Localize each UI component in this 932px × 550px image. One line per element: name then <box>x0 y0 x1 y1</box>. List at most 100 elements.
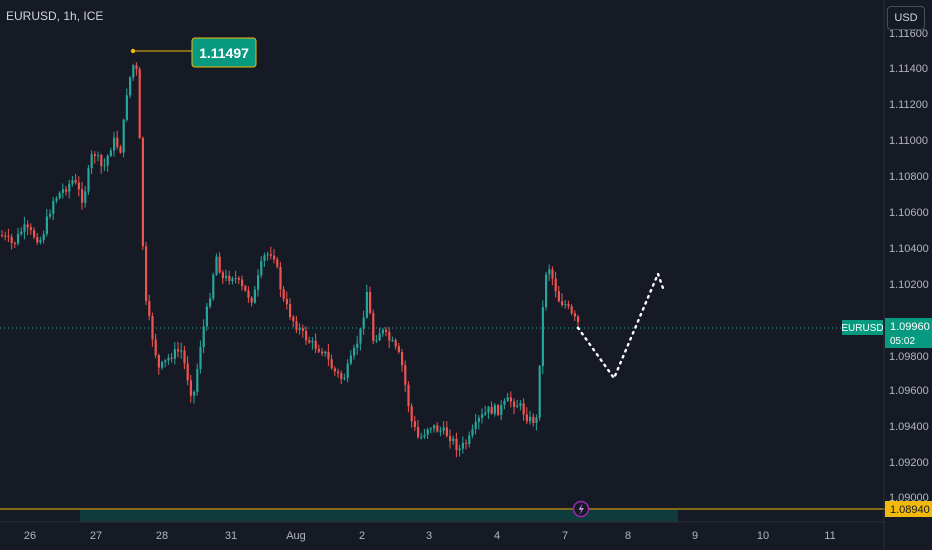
candle-body <box>231 278 234 281</box>
candle-body <box>471 429 474 436</box>
candle-body <box>490 406 493 414</box>
candle-body <box>55 198 58 201</box>
candle-body <box>577 316 580 323</box>
candle-body <box>257 275 260 290</box>
price-tick-label: 1.09600 <box>889 385 929 397</box>
candle-body <box>74 180 77 183</box>
candle-body <box>282 289 285 299</box>
candle-body <box>196 369 199 392</box>
candle-body <box>321 351 324 354</box>
time-tick-label: 7 <box>562 530 568 542</box>
candle-body <box>13 242 16 244</box>
candle-body <box>183 350 186 364</box>
candle-body <box>295 321 298 330</box>
candle-body <box>292 316 295 322</box>
candle-body <box>58 192 61 199</box>
candle-body <box>420 436 423 438</box>
candle-body <box>439 430 442 432</box>
candle-body <box>385 329 388 332</box>
candle-body <box>317 348 320 352</box>
candle-body <box>493 405 496 414</box>
candle-body <box>276 259 279 267</box>
candle-body <box>209 298 212 307</box>
candle-body <box>45 216 48 235</box>
candle-body <box>417 427 420 438</box>
candle-body <box>330 359 333 369</box>
candle-body <box>279 266 282 290</box>
candle-body <box>61 189 64 193</box>
candle-body <box>186 363 189 381</box>
candle-body <box>449 435 452 442</box>
high-price-text: 1.11497 <box>199 45 249 61</box>
candle-body <box>148 301 151 317</box>
time-tick-label: 31 <box>225 530 237 542</box>
price-tick-label: 1.10600 <box>889 207 929 219</box>
candle-body <box>154 339 157 356</box>
candle-body <box>381 329 384 334</box>
high-price-label[interactable] <box>191 37 257 68</box>
candle-body <box>164 360 167 363</box>
currency-button[interactable]: USD <box>887 6 925 30</box>
candle-body <box>39 240 42 243</box>
projection-dots <box>576 270 665 381</box>
candle-body <box>205 306 208 327</box>
candle-body <box>36 237 39 243</box>
time-tick-label: 8 <box>625 530 631 542</box>
symbol-title[interactable]: EURUSD, 1h, ICE <box>6 9 104 23</box>
candle-body <box>564 304 567 306</box>
price-tick-label: 1.11600 <box>889 28 928 40</box>
candle-body <box>93 154 96 156</box>
candle-body <box>49 213 52 217</box>
candle-body <box>180 350 183 352</box>
candles <box>1 62 580 458</box>
candle-body <box>234 278 237 280</box>
candle-body <box>538 365 541 418</box>
candle-body <box>353 347 356 356</box>
current-symbol-text: EURUSD <box>841 323 883 334</box>
candle-body <box>410 406 413 422</box>
candle-body <box>433 425 436 429</box>
time-tick-label: 4 <box>494 530 500 542</box>
candle-body <box>129 77 132 96</box>
candle-body <box>263 255 266 261</box>
price-tick-label: 1.10800 <box>889 171 929 183</box>
candle-body <box>285 298 288 305</box>
candle-body <box>397 346 400 353</box>
candle-body <box>413 421 416 428</box>
candle-body <box>228 275 231 281</box>
time-tick-label: 2 <box>359 530 365 542</box>
candle-body <box>535 417 538 423</box>
candle-body <box>113 137 116 151</box>
current-symbol-tag <box>842 320 883 335</box>
candle-body <box>273 255 276 260</box>
candle-body <box>138 69 141 139</box>
candle-body <box>346 363 349 379</box>
candle-body <box>122 119 125 153</box>
candle-body <box>529 416 532 422</box>
candle-body <box>356 343 359 348</box>
candle-body <box>455 438 458 451</box>
candle-body <box>103 165 106 167</box>
candle-body <box>116 137 119 147</box>
candle-body <box>20 231 23 234</box>
candle-body <box>378 333 381 341</box>
price-tick-label: 1.11200 <box>889 99 928 111</box>
candle-body <box>23 224 26 232</box>
candle-body <box>10 236 13 243</box>
candle-body <box>298 328 301 330</box>
candle-body <box>269 254 272 256</box>
candle-body <box>500 405 503 415</box>
candle-body <box>189 380 192 396</box>
candle-body <box>241 279 244 287</box>
candle-body <box>17 233 20 244</box>
candle-body <box>193 391 196 396</box>
current-price-tag <box>885 318 932 348</box>
candle-body <box>145 246 148 302</box>
price-tick-label: 1.10400 <box>889 243 929 255</box>
candle-body <box>349 355 352 364</box>
candle-body <box>372 313 375 342</box>
candle-body <box>84 191 87 203</box>
candle-body <box>391 340 394 342</box>
candle-body <box>119 146 122 153</box>
